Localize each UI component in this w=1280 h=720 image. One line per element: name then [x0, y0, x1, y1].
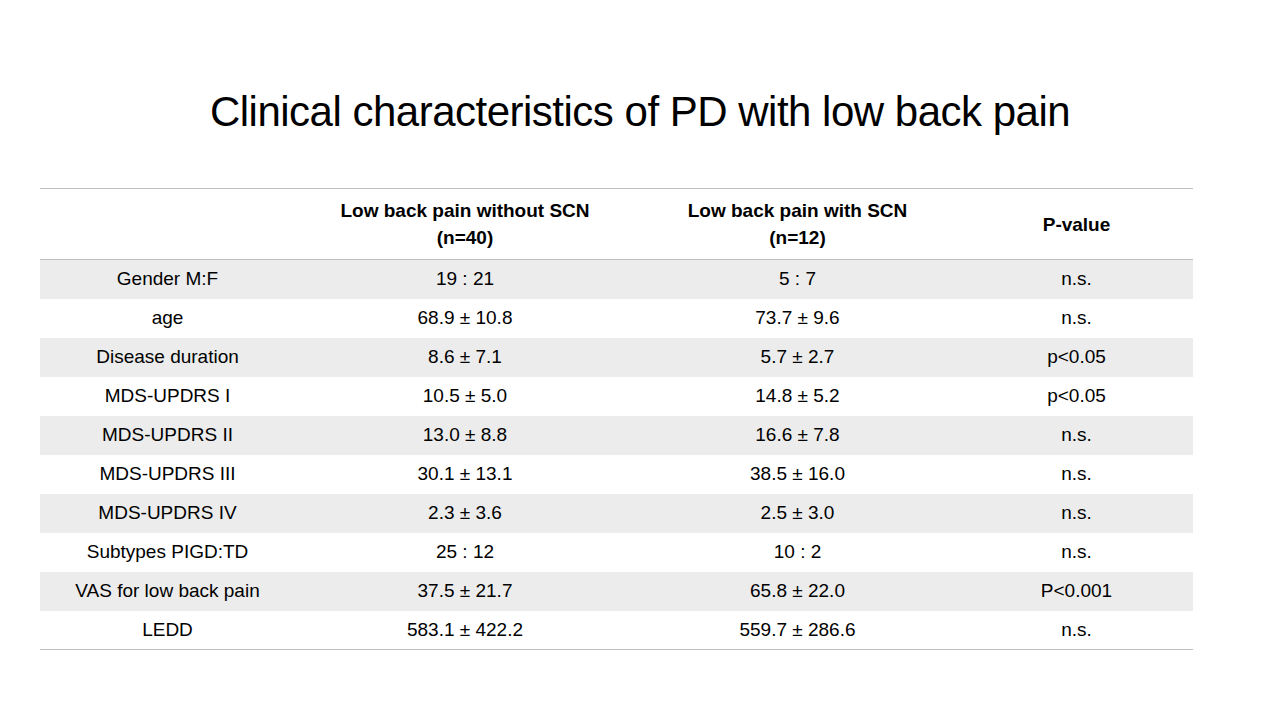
row-label: Gender M:F	[40, 260, 295, 299]
cell-with-scn: 38.5 ± 16.0	[635, 455, 960, 494]
slide: Clinical characteristics of PD with low …	[0, 0, 1280, 720]
cell-p-value: n.s.	[960, 455, 1193, 494]
row-label: MDS-UPDRS IV	[40, 494, 295, 533]
table-row: Disease duration 8.6 ± 7.1 5.7 ± 2.7 p<0…	[40, 338, 1193, 377]
cell-p-value: n.s.	[960, 494, 1193, 533]
row-label: MDS-UPDRS I	[40, 377, 295, 416]
header-without-scn-n: (n=40)	[299, 224, 631, 251]
cell-p-value: n.s.	[960, 299, 1193, 338]
table-row: VAS for low back pain 37.5 ± 21.7 65.8 ±…	[40, 572, 1193, 611]
row-label: MDS-UPDRS III	[40, 455, 295, 494]
slide-title: Clinical characteristics of PD with low …	[0, 88, 1280, 136]
cell-without-scn: 25 : 12	[295, 533, 635, 572]
cell-without-scn: 68.9 ± 10.8	[295, 299, 635, 338]
cell-with-scn: 73.7 ± 9.6	[635, 299, 960, 338]
cell-without-scn: 37.5 ± 21.7	[295, 572, 635, 611]
cell-p-value: n.s.	[960, 533, 1193, 572]
cell-p-value: p<0.05	[960, 338, 1193, 377]
header-p-value: P-value	[960, 189, 1193, 260]
header-with-scn-n: (n=12)	[639, 224, 956, 251]
cell-with-scn: 559.7 ± 286.6	[635, 611, 960, 650]
table-row: age 68.9 ± 10.8 73.7 ± 9.6 n.s.	[40, 299, 1193, 338]
cell-without-scn: 2.3 ± 3.6	[295, 494, 635, 533]
row-label: VAS for low back pain	[40, 572, 295, 611]
header-without-scn: Low back pain without SCN (n=40)	[295, 189, 635, 260]
cell-without-scn: 10.5 ± 5.0	[295, 377, 635, 416]
row-label: Disease duration	[40, 338, 295, 377]
cell-with-scn: 65.8 ± 22.0	[635, 572, 960, 611]
cell-p-value: n.s.	[960, 611, 1193, 650]
clinical-characteristics-table: Low back pain without SCN (n=40) Low bac…	[40, 188, 1193, 650]
cell-with-scn: 5.7 ± 2.7	[635, 338, 960, 377]
header-with-scn-title: Low back pain with SCN	[639, 197, 956, 224]
cell-without-scn: 19 : 21	[295, 260, 635, 299]
table-row: MDS-UPDRS IV 2.3 ± 3.6 2.5 ± 3.0 n.s.	[40, 494, 1193, 533]
cell-with-scn: 2.5 ± 3.0	[635, 494, 960, 533]
cell-p-value: p<0.05	[960, 377, 1193, 416]
row-label: LEDD	[40, 611, 295, 650]
header-empty	[40, 189, 295, 260]
cell-without-scn: 30.1 ± 13.1	[295, 455, 635, 494]
cell-without-scn: 583.1 ± 422.2	[295, 611, 635, 650]
row-label: age	[40, 299, 295, 338]
row-label: MDS-UPDRS II	[40, 416, 295, 455]
table-row: Gender M:F 19 : 21 5 : 7 n.s.	[40, 260, 1193, 299]
cell-without-scn: 8.6 ± 7.1	[295, 338, 635, 377]
cell-with-scn: 10 : 2	[635, 533, 960, 572]
table-row: LEDD 583.1 ± 422.2 559.7 ± 286.6 n.s.	[40, 611, 1193, 650]
cell-with-scn: 5 : 7	[635, 260, 960, 299]
header-without-scn-title: Low back pain without SCN	[299, 197, 631, 224]
table-header-row: Low back pain without SCN (n=40) Low bac…	[40, 189, 1193, 260]
header-p-value-title: P-value	[964, 211, 1189, 238]
cell-p-value: n.s.	[960, 416, 1193, 455]
row-label: Subtypes PIGD:TD	[40, 533, 295, 572]
table-row: MDS-UPDRS III 30.1 ± 13.1 38.5 ± 16.0 n.…	[40, 455, 1193, 494]
cell-with-scn: 14.8 ± 5.2	[635, 377, 960, 416]
cell-with-scn: 16.6 ± 7.8	[635, 416, 960, 455]
table-row: Subtypes PIGD:TD 25 : 12 10 : 2 n.s.	[40, 533, 1193, 572]
table-row: MDS-UPDRS I 10.5 ± 5.0 14.8 ± 5.2 p<0.05	[40, 377, 1193, 416]
cell-without-scn: 13.0 ± 8.8	[295, 416, 635, 455]
header-with-scn: Low back pain with SCN (n=12)	[635, 189, 960, 260]
cell-p-value: P<0.001	[960, 572, 1193, 611]
table-row: MDS-UPDRS II 13.0 ± 8.8 16.6 ± 7.8 n.s.	[40, 416, 1193, 455]
cell-p-value: n.s.	[960, 260, 1193, 299]
